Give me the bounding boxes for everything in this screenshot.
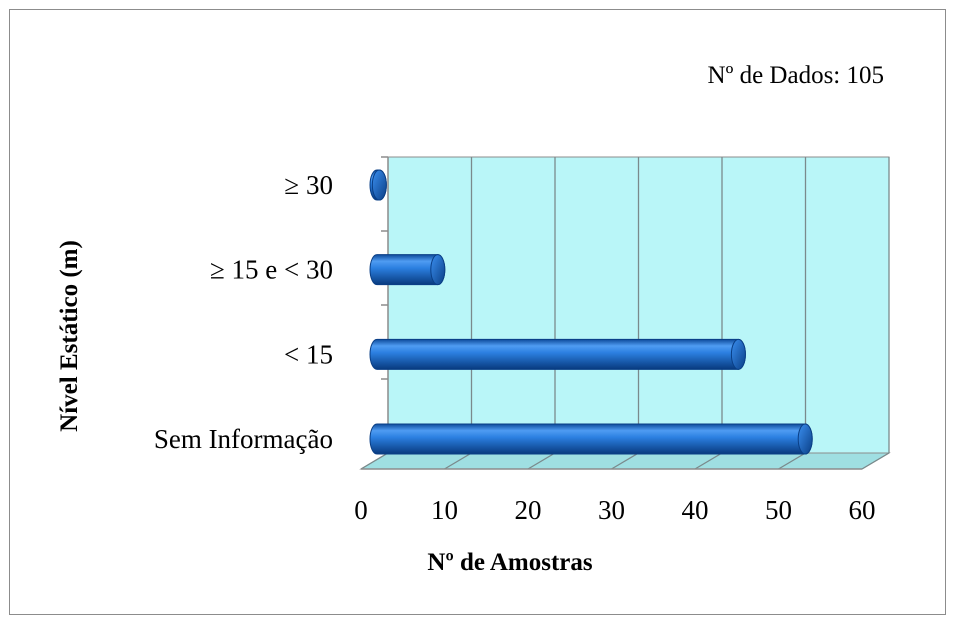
data-count-annotation: Nº de Dados: 105 [708,62,884,89]
axes [361,156,862,470]
bars [369,169,813,455]
floor-line-30 [611,452,639,470]
y-tick-label-3: ≥ 30 [284,170,333,200]
x-tick-label-60: 60 [849,495,876,525]
bar-2 [369,254,446,286]
y-axis-title: Nível Estático (m) [56,240,83,432]
bar-cap-0 [797,423,813,455]
floor-line-50 [778,452,806,470]
y-tick-label-0: Sem Informação [154,424,333,454]
x-tick-label-20: 20 [515,495,542,525]
bar-body-1 [369,338,746,370]
bar-1 [369,338,746,370]
y-tick-labels: Sem Informação < 15 ≥ 15 e < 30 ≥ 30 [154,170,333,454]
bar-cap-3 [371,169,387,201]
floor-line-10 [444,452,472,470]
bar-body-0 [369,423,813,455]
x-tick-label-30: 30 [598,495,625,525]
floor-line-60 [861,452,890,470]
x-tick-label-50: 50 [765,495,792,525]
floor-line-40 [694,452,723,470]
bar-3 [369,169,387,201]
bar-cap-1 [730,338,746,370]
y-tick-label-1: < 15 [284,339,333,369]
grid-lines [360,157,890,470]
y-tick-label-2: ≥ 15 e < 30 [210,255,333,285]
floor-line-20 [527,452,556,470]
x-tick-label-40: 40 [682,495,709,525]
x-tick-label-0: 0 [354,495,368,525]
bar-0 [369,423,813,455]
x-tick-labels: 0 10 20 30 40 50 60 [354,495,875,525]
bar-cap-2 [430,254,446,286]
x-tick-label-10: 10 [431,495,458,525]
x-axis-title: Nº de Amostras [427,549,592,576]
floor-line-0 [360,452,389,470]
